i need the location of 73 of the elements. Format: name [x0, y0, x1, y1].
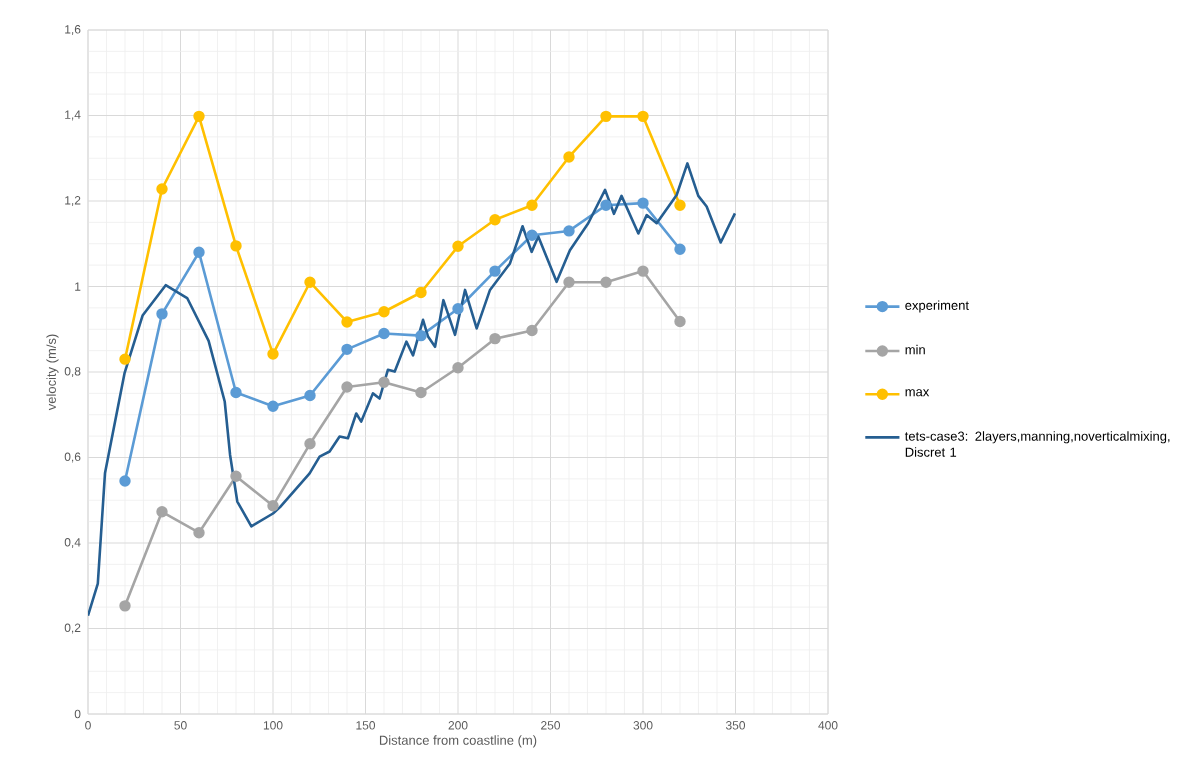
point [674, 199, 686, 211]
y-tick-label: 0,8 [64, 367, 81, 377]
point [526, 324, 538, 337]
point [600, 199, 612, 211]
y-tick-label: 1,2 [65, 196, 81, 206]
point [267, 400, 279, 412]
point [119, 600, 131, 612]
x-tick-label: 200 [448, 721, 468, 730]
point [637, 265, 649, 277]
point [193, 110, 205, 123]
point [489, 332, 501, 345]
point [267, 500, 279, 512]
y-tick-label: 0 [74, 709, 81, 719]
x-tick-label: 50 [174, 721, 187, 730]
point [489, 265, 501, 277]
x-tick-label: 250 [541, 721, 561, 730]
point [341, 343, 353, 356]
point [378, 306, 390, 318]
point [563, 225, 575, 237]
point [452, 303, 464, 315]
point [415, 329, 427, 342]
point [193, 527, 205, 539]
legend-label: tets-case3: 2layers,manning,noverticalmixing, Discret 1 [904, 431, 1170, 457]
point [600, 110, 612, 123]
point [304, 389, 316, 402]
point [452, 362, 464, 374]
point [304, 276, 316, 288]
point [119, 353, 131, 365]
point [230, 386, 242, 399]
point [230, 240, 242, 252]
point [156, 308, 168, 320]
legend-label: min [905, 344, 925, 355]
point [304, 438, 316, 450]
y-tick-label: 0,2 [64, 623, 81, 634]
point [600, 276, 612, 288]
y-axis-title: velocity (m/s) [46, 334, 59, 411]
point [378, 376, 390, 388]
point [563, 151, 575, 163]
x-tick-label: 350 [725, 721, 746, 730]
y-tick-label: 1,4 [65, 110, 81, 121]
legend-label: experiment [905, 300, 969, 313]
point [193, 246, 205, 258]
x-tick-label: 100 [263, 721, 283, 730]
x-tick-label: 150 [356, 721, 376, 730]
point [341, 316, 353, 328]
point [415, 386, 427, 399]
y-tick-label: 1,6 [65, 25, 81, 35]
x-tick-label: 0 [85, 721, 91, 730]
y-tick-label: 0,4 [64, 538, 81, 548]
y-tick-label: 0,6 [64, 452, 81, 463]
point [230, 470, 242, 483]
x-tick-label: 300 [633, 721, 653, 730]
point [489, 214, 501, 226]
point [156, 506, 168, 518]
legend-label: max [905, 389, 930, 397]
point [452, 240, 464, 253]
line-series [88, 162, 737, 617]
point [415, 286, 427, 299]
x-tick-label: 400 [818, 721, 838, 730]
point [267, 348, 279, 360]
point [526, 199, 538, 211]
point [563, 276, 575, 288]
point [526, 229, 538, 241]
y-tick-label: 1 [75, 282, 81, 291]
point [674, 315, 686, 328]
point [637, 197, 649, 209]
point [156, 183, 168, 195]
x-axis-title: Distance from coastline (m) [379, 735, 537, 748]
point [637, 110, 649, 123]
point [378, 327, 390, 340]
point [119, 475, 131, 487]
point [674, 243, 686, 255]
point [341, 381, 353, 393]
